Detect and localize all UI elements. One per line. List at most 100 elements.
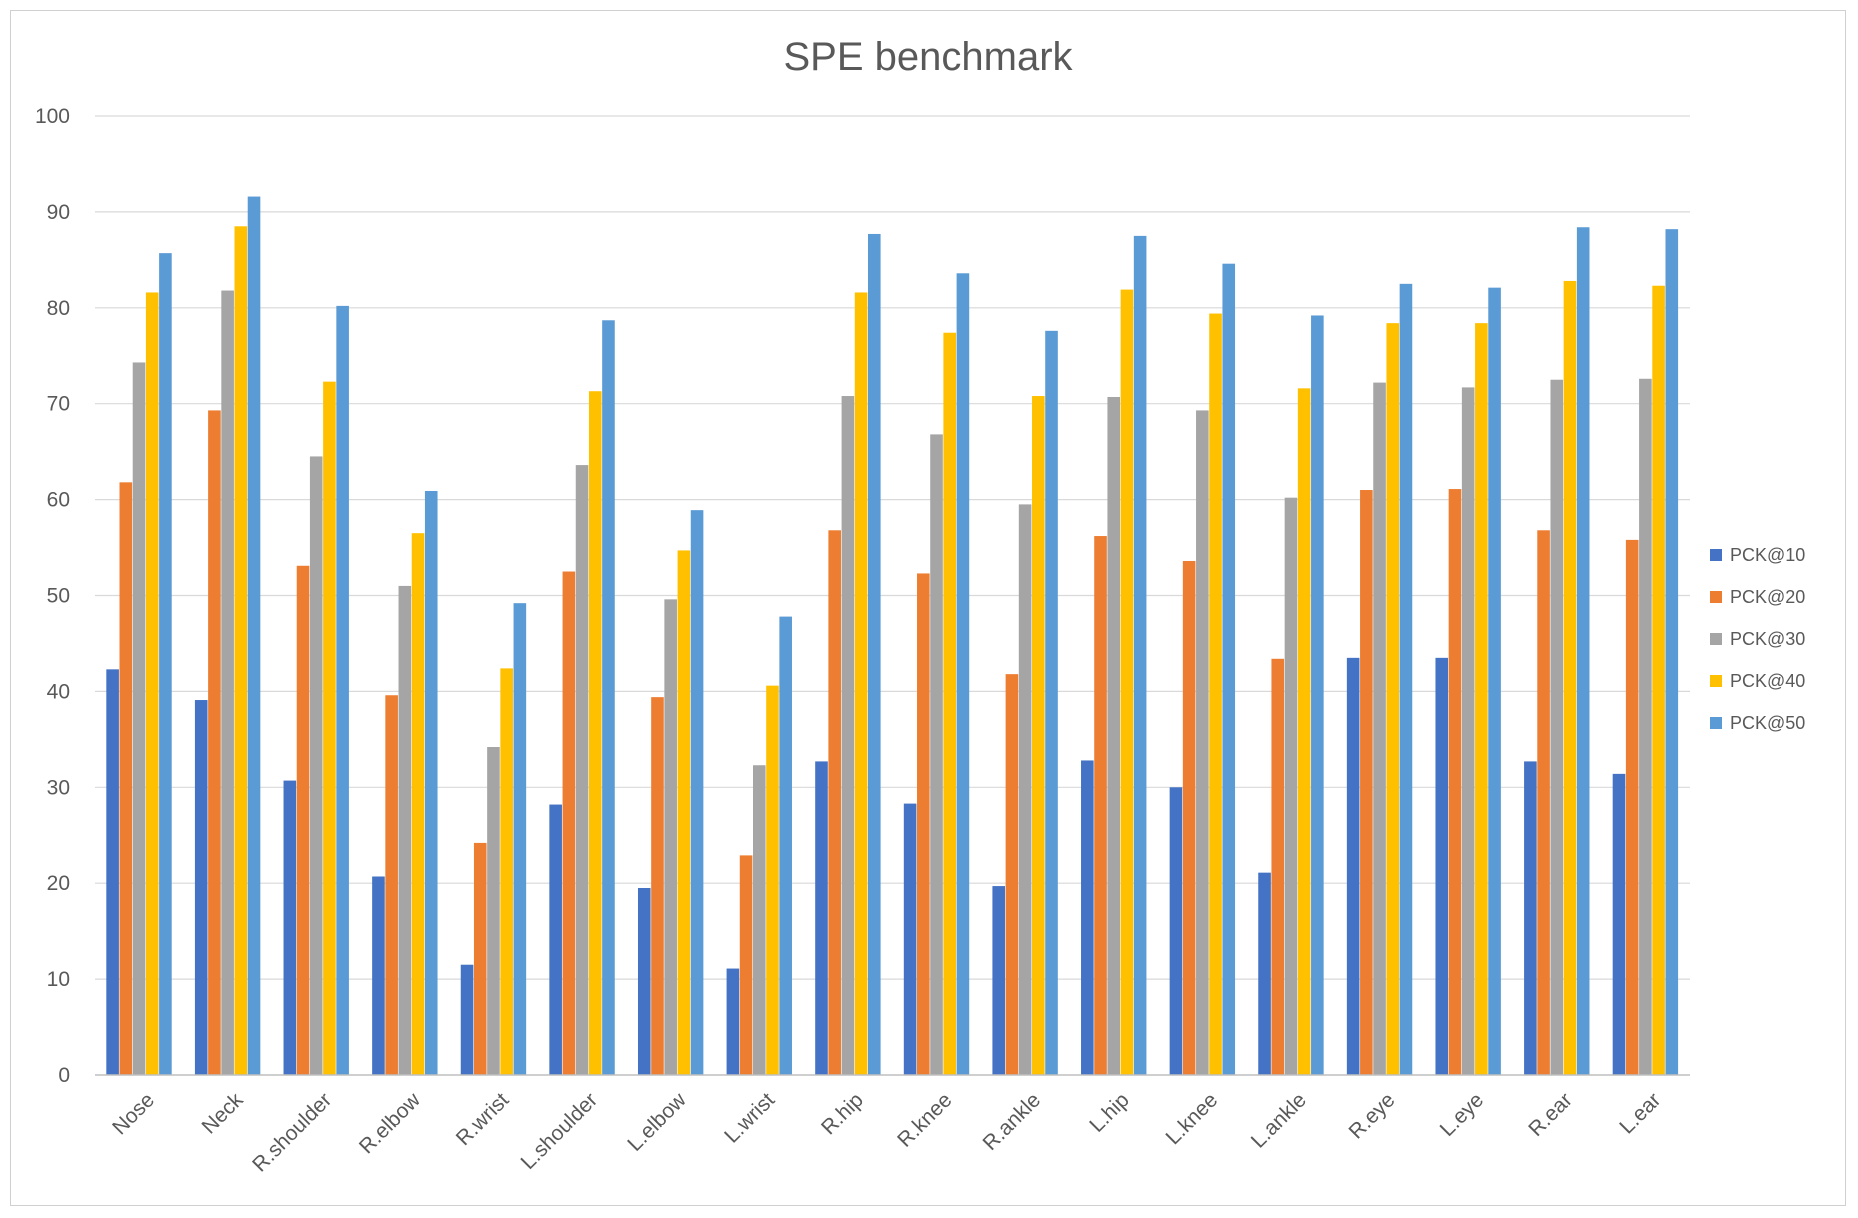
bar-pck-50-l-hip — [1133, 235, 1147, 1076]
bar-pck-50-r-eye — [1399, 283, 1413, 1076]
bar-pck-20-r-eye — [1360, 490, 1373, 1075]
bar-pck-40-r-hip — [854, 292, 868, 1076]
bar-pck-30-l-elbow — [664, 599, 677, 1075]
bar-pck-30-l-knee — [1196, 410, 1209, 1075]
y-tick-label: 70 — [47, 393, 70, 416]
x-category-label: L.elbow — [623, 1088, 691, 1156]
bars — [106, 196, 1679, 1076]
legend-swatch — [1710, 549, 1722, 561]
bar-pck-40-l-hip — [1120, 289, 1134, 1076]
bar-pck-20-l-wrist — [739, 855, 753, 1075]
bar-pck-30-nose — [132, 362, 146, 1076]
bar-pck-50-neck — [247, 196, 261, 1075]
bar-pck-10-r-eye — [1346, 657, 1360, 1075]
legend-label: PCK@10 — [1730, 545, 1805, 565]
bar-pck-30-l-hip — [1107, 396, 1121, 1075]
bar-pck-20-l-ankle — [1271, 658, 1285, 1075]
x-category-label: L.eye — [1436, 1088, 1489, 1141]
bar-pck-10-r-shoulder — [283, 780, 297, 1075]
y-tick-label: 40 — [47, 680, 70, 703]
bar-pck-50-r-shoulder — [336, 305, 349, 1075]
bar-pck-20-r-ear — [1537, 530, 1550, 1075]
bar-pck-30-r-hip — [841, 396, 855, 1075]
bar-pck-10-r-hip — [815, 761, 828, 1075]
x-category-label: L.shoulder — [516, 1088, 602, 1174]
legend-label: PCK@20 — [1730, 587, 1805, 607]
y-tick-label: 80 — [47, 297, 70, 320]
bar-pck-30-r-ear — [1550, 379, 1564, 1076]
x-category-label: L.knee — [1162, 1088, 1223, 1149]
bar-pck-50-r-hip — [867, 233, 881, 1075]
bar-pck-20-r-hip — [828, 530, 841, 1075]
x-category-label: L.ear — [1615, 1088, 1665, 1138]
legend-label: PCK@40 — [1730, 671, 1805, 691]
y-tick-label: 50 — [47, 585, 70, 608]
bar-pck-10-l-ankle — [1258, 872, 1271, 1075]
bar-pck-30-r-knee — [930, 434, 943, 1075]
y-tick-label: 90 — [47, 201, 70, 224]
bar-pck-40-r-shoulder — [323, 381, 336, 1075]
y-tick-label: 60 — [47, 489, 70, 512]
bar-pck-20-r-elbow — [385, 695, 398, 1075]
x-category-label: Nose — [108, 1088, 159, 1139]
bar-pck-10-r-ankle — [992, 886, 1006, 1075]
bar-pck-50-nose — [159, 253, 172, 1075]
bar-pck-10-l-eye — [1435, 657, 1449, 1075]
x-category-label: L.hip — [1085, 1088, 1133, 1136]
bar-pck-40-nose — [145, 292, 159, 1076]
bar-pck-40-l-ear — [1652, 285, 1665, 1075]
bar-pck-30-l-shoulder — [575, 465, 589, 1076]
bar-pck-30-l-ear — [1639, 378, 1652, 1075]
bar-pck-20-r-shoulder — [296, 565, 310, 1075]
x-category-label: L.wrist — [720, 1088, 779, 1147]
bar-pck-30-r-wrist — [487, 747, 500, 1075]
bar-pck-50-r-knee — [956, 273, 970, 1075]
bar-pck-10-l-knee — [1169, 787, 1183, 1075]
legend-swatch — [1710, 717, 1722, 729]
bar-pck-50-l-ankle — [1311, 315, 1324, 1076]
bar-pck-30-l-ankle — [1284, 497, 1298, 1075]
bar-pck-10-l-wrist — [726, 968, 740, 1075]
bar-pck-50-l-knee — [1222, 263, 1236, 1075]
y-tick-label: 10 — [47, 968, 70, 991]
bar-pck-20-l-knee — [1182, 560, 1196, 1075]
y-tick-label: 20 — [47, 872, 70, 895]
bar-pck-10-l-ear — [1612, 773, 1626, 1075]
x-category-label: R.wrist — [452, 1088, 514, 1150]
bar-pck-20-l-eye — [1448, 489, 1462, 1075]
x-category-label: R.shoulder — [248, 1088, 336, 1176]
bar-pck-40-r-elbow — [411, 533, 425, 1075]
bar-pck-50-l-elbow — [690, 510, 704, 1075]
chart-title: SPE benchmark — [783, 35, 1073, 79]
legend-swatch — [1710, 633, 1722, 645]
x-category-label: R.knee — [893, 1088, 956, 1151]
bar-pck-30-r-elbow — [398, 585, 412, 1075]
bar-pck-10-r-elbow — [372, 876, 385, 1075]
bar-pck-40-l-ankle — [1297, 388, 1311, 1075]
y-tick-label: 100 — [35, 105, 70, 128]
bar-pck-10-l-elbow — [637, 888, 651, 1075]
bar-pck-10-l-shoulder — [549, 804, 562, 1075]
x-category-label: L.ankle — [1247, 1088, 1311, 1152]
bar-pck-50-r-elbow — [424, 490, 438, 1076]
y-tick-label: 0 — [58, 1064, 70, 1087]
bar-pck-10-r-wrist — [460, 964, 474, 1075]
legend-swatch — [1710, 675, 1722, 687]
bar-pck-50-r-ankle — [1045, 330, 1058, 1075]
x-category-label: Neck — [198, 1088, 248, 1138]
bar-pck-40-r-eye — [1386, 323, 1400, 1075]
x-category-label: R.hip — [817, 1088, 868, 1139]
bar-pck-40-l-eye — [1475, 323, 1488, 1075]
bar-pck-50-l-ear — [1665, 229, 1679, 1075]
bar-pck-10-nose — [106, 669, 119, 1075]
bar-pck-20-neck — [208, 410, 221, 1075]
bar-pck-20-nose — [119, 482, 133, 1076]
x-axis-category-labels: Nose Neck R.shoulder R.elbow R.wrist L.should… — [108, 1088, 1665, 1177]
bar-pck-30-neck — [221, 290, 234, 1075]
bar-pck-30-r-ankle — [1018, 504, 1032, 1075]
y-axis-ticks: 0 10 20 30 40 50 60 70 80 90 100 — [35, 105, 70, 1087]
bar-pck-40-neck — [234, 226, 248, 1075]
legend-label: PCK@50 — [1730, 713, 1805, 733]
bar-pck-40-l-elbow — [677, 550, 691, 1075]
